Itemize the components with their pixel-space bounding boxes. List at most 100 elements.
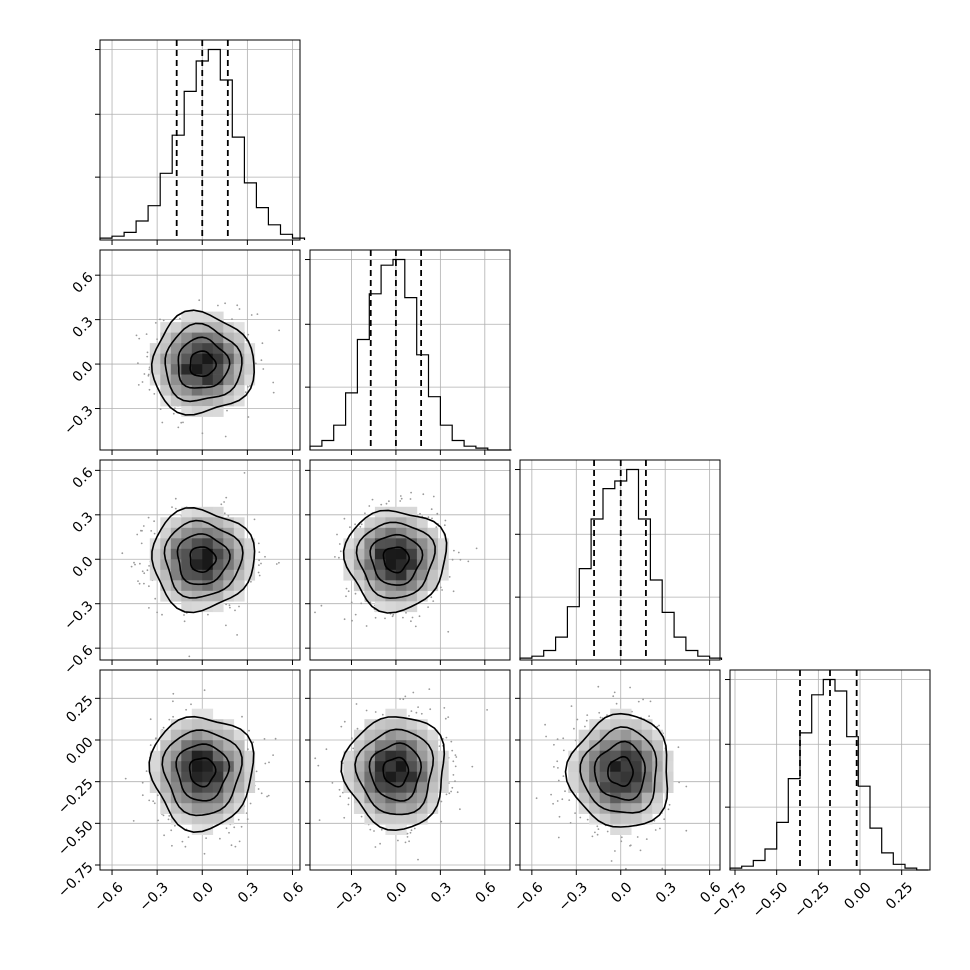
density-cell bbox=[170, 517, 182, 529]
density-cell bbox=[160, 527, 172, 539]
scatter-point bbox=[174, 407, 176, 410]
scatter-point bbox=[685, 829, 688, 832]
scatter-point bbox=[648, 715, 650, 717]
scatter-point bbox=[427, 516, 430, 519]
scatter-point bbox=[620, 836, 623, 839]
scatter-point bbox=[241, 715, 243, 718]
scatter-point bbox=[439, 586, 442, 589]
xtick-label-col3-4: 0.25 bbox=[883, 879, 916, 912]
scatter-point bbox=[486, 709, 488, 711]
scatter-point bbox=[535, 797, 538, 800]
scatter-point bbox=[207, 613, 209, 616]
scatter-point bbox=[264, 555, 266, 558]
density-cell bbox=[395, 782, 407, 793]
scatter-point bbox=[457, 551, 460, 554]
density-cell bbox=[233, 374, 245, 386]
contour-level-2 bbox=[163, 519, 244, 599]
density-cell bbox=[223, 385, 235, 396]
scatter-point bbox=[409, 498, 412, 500]
scatter-point bbox=[373, 830, 375, 832]
scatter-point bbox=[417, 858, 419, 861]
scatter-point bbox=[156, 794, 159, 797]
scatter-point bbox=[258, 559, 260, 562]
scatter-point bbox=[557, 836, 560, 839]
scatter-point bbox=[420, 712, 423, 715]
scatter-point bbox=[661, 867, 664, 870]
scatter-point bbox=[625, 867, 627, 870]
scatter-point bbox=[677, 746, 680, 749]
density-cell bbox=[191, 580, 203, 592]
density-cell bbox=[223, 548, 235, 560]
scatter-point bbox=[374, 616, 377, 619]
ytick-label-row3-3: 0.00 bbox=[63, 734, 96, 767]
hist-1-frame bbox=[309, 249, 511, 451]
xtick-label-col2-3: 0.3 bbox=[653, 879, 680, 906]
scatter-point bbox=[436, 512, 439, 515]
scatter-point bbox=[143, 582, 145, 585]
scatter-point bbox=[569, 822, 572, 824]
density-cell bbox=[395, 740, 407, 751]
scatter-point bbox=[343, 720, 346, 723]
density-cell bbox=[416, 782, 428, 793]
scatter-point bbox=[320, 604, 323, 607]
density-cell bbox=[406, 517, 418, 529]
scatter-point bbox=[459, 808, 461, 811]
scatter-point bbox=[260, 359, 263, 362]
density-cell bbox=[181, 527, 193, 539]
density-cell bbox=[181, 559, 193, 571]
density-cell bbox=[385, 813, 397, 825]
density-cell bbox=[244, 538, 256, 550]
density-cell bbox=[191, 590, 203, 602]
scatter-point bbox=[179, 317, 181, 320]
scatter-point bbox=[224, 435, 227, 438]
scatter-point bbox=[415, 711, 418, 714]
density-cell bbox=[170, 538, 182, 550]
ytick-label-row3-2: −0.25 bbox=[55, 776, 97, 818]
density-cell bbox=[416, 559, 428, 571]
density-cell bbox=[202, 353, 214, 365]
density-cell bbox=[244, 343, 256, 354]
density-cell bbox=[395, 750, 407, 762]
scatter-point bbox=[459, 558, 462, 561]
scatter-point bbox=[137, 580, 139, 582]
density-cell bbox=[374, 559, 386, 571]
scatter-point bbox=[217, 304, 219, 307]
scatter-point bbox=[225, 603, 228, 606]
ytick-label-row2-0: −0.6 bbox=[61, 642, 96, 677]
scatter-point bbox=[338, 543, 341, 545]
density-cell bbox=[170, 395, 182, 407]
scatter-point bbox=[240, 825, 243, 828]
xtick-label-col2-2: 0.0 bbox=[608, 879, 635, 906]
contour-level-1 bbox=[176, 533, 231, 586]
density-cell bbox=[437, 771, 449, 783]
density-cell bbox=[620, 782, 632, 793]
density-cell bbox=[662, 750, 674, 762]
scatter-point bbox=[576, 718, 579, 721]
density-cell bbox=[191, 353, 203, 365]
scatter-point bbox=[402, 698, 405, 701]
scatter-point bbox=[586, 818, 589, 821]
scatter-point bbox=[427, 606, 429, 608]
scatter-point bbox=[568, 799, 571, 801]
density-cell bbox=[212, 322, 224, 333]
scatter-point bbox=[272, 381, 275, 384]
scatter-point bbox=[455, 756, 458, 758]
ytick-label-row2-2: 0.0 bbox=[70, 554, 97, 581]
scatter-point bbox=[454, 765, 457, 768]
scatter-point bbox=[244, 391, 247, 394]
density-cell bbox=[202, 782, 214, 793]
density-cell bbox=[343, 538, 355, 550]
density-cell bbox=[395, 527, 407, 539]
scatter-point bbox=[187, 836, 190, 838]
density-cell bbox=[385, 601, 397, 613]
density-cell bbox=[395, 538, 407, 550]
scatter-point bbox=[130, 565, 133, 568]
scatter-point bbox=[172, 412, 175, 415]
scatter-point bbox=[258, 574, 261, 577]
contour-level-0 bbox=[189, 350, 218, 378]
scatter-point bbox=[350, 737, 353, 740]
density-cell bbox=[191, 548, 203, 560]
xtick-label-col1-0: −0.3 bbox=[331, 879, 366, 914]
